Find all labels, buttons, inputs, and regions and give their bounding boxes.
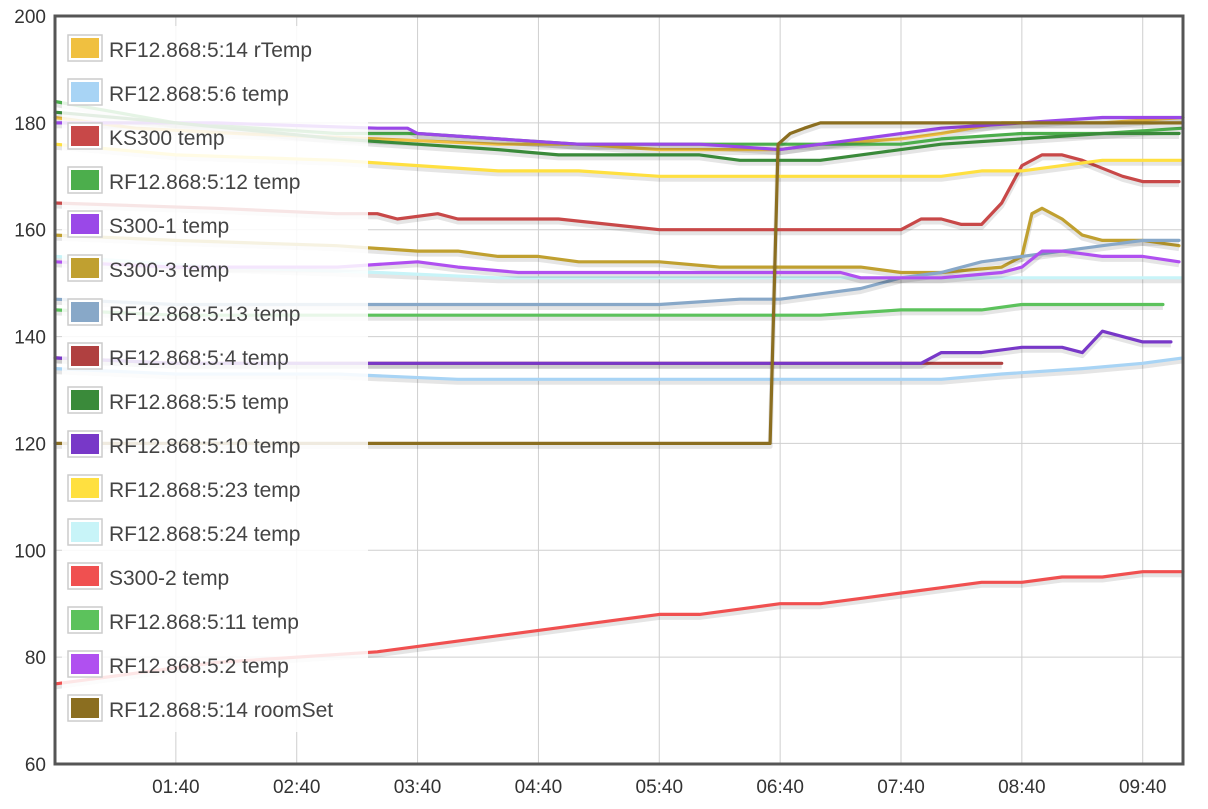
series-line xyxy=(53,153,1181,232)
x-tick-label: 08:40 xyxy=(998,777,1046,798)
series-line xyxy=(53,206,1181,275)
series-shadow xyxy=(54,251,1180,284)
legend-swatch xyxy=(71,522,99,542)
legend-item[interactable]: RF12.868:5:4 temp xyxy=(67,342,289,370)
legend-label: RF12.868:5:23 temp xyxy=(109,479,300,502)
legend-label: RF12.868:5:6 temp xyxy=(109,83,289,106)
x-tick-label: 05:40 xyxy=(636,777,684,798)
series-line xyxy=(53,238,1181,307)
legend-item[interactable]: S300-1 temp xyxy=(67,210,229,238)
series-line xyxy=(53,110,1181,162)
legend-item[interactable]: RF12.868:5:23 temp xyxy=(67,474,300,502)
y-tick-label: 200 xyxy=(14,7,46,28)
legend-item[interactable]: S300-2 temp xyxy=(67,562,229,590)
legend-label: RF12.868:5:12 temp xyxy=(109,171,300,194)
legend-swatch xyxy=(71,38,99,58)
legend-item[interactable]: RF12.868:5:14 roomSet xyxy=(67,694,333,722)
x-tick-label: 04:40 xyxy=(515,777,563,798)
x-tick-label: 06:40 xyxy=(756,777,804,798)
legend-label: S300-1 temp xyxy=(109,215,229,238)
legend-swatch xyxy=(71,390,99,410)
legend-swatch xyxy=(71,434,99,454)
series-2 xyxy=(53,153,1181,236)
legend-item[interactable]: RF12.868:5:11 temp xyxy=(67,606,299,634)
legend-swatch xyxy=(71,566,99,586)
series-line xyxy=(53,570,1185,686)
series-layer xyxy=(53,99,1185,690)
y-tick-label: 160 xyxy=(14,221,46,242)
series-5 xyxy=(53,206,1181,278)
legend-label: RF12.868:5:10 temp xyxy=(109,435,300,458)
legend-item[interactable]: S300-3 temp xyxy=(67,254,229,282)
series-8 xyxy=(53,110,1181,166)
legend-label: RF12.868:5:4 temp xyxy=(109,347,289,370)
series-12 xyxy=(53,570,1185,690)
legend-label: RF12.868:5:11 temp xyxy=(109,611,299,634)
legend-label: RF12.868:5:14 rTemp xyxy=(109,39,312,62)
legend-swatch xyxy=(71,346,99,366)
legend-label: RF12.868:5:5 temp xyxy=(109,391,289,414)
x-tick-label: 09:40 xyxy=(1119,777,1167,798)
series-9 xyxy=(53,329,1173,369)
legend-label: RF12.868:5:14 roomSet xyxy=(109,699,333,722)
y-tick-label: 60 xyxy=(25,755,46,776)
series-shadow xyxy=(54,112,1179,166)
legend-label: RF12.868:5:13 temp xyxy=(109,303,300,326)
legend-swatch xyxy=(71,82,99,102)
series-15 xyxy=(53,121,1185,449)
legend-label: S300-3 temp xyxy=(109,259,229,282)
series-shadow xyxy=(54,331,1171,369)
y-tick-label: 80 xyxy=(25,648,46,669)
legend: RF12.868:5:14 rTemp RF12.868:5:6 temp KS30… xyxy=(62,26,368,732)
legend-swatch xyxy=(71,214,99,234)
series-4 xyxy=(53,115,1185,156)
legend-item[interactable]: RF12.868:5:2 temp xyxy=(67,650,289,678)
y-tick-label: 120 xyxy=(14,434,46,455)
y-tick-label: 140 xyxy=(14,328,46,349)
series-shadow xyxy=(55,118,1183,156)
legend-label: KS300 temp xyxy=(109,127,225,150)
legend-background xyxy=(62,26,368,732)
legend-item[interactable]: RF12.868:5:12 temp xyxy=(67,166,300,194)
series-shadow xyxy=(54,144,1183,182)
x-tick-label: 02:40 xyxy=(273,777,321,798)
series-shadow xyxy=(54,155,1179,236)
legend-swatch xyxy=(71,698,99,718)
x-tick-label: 03:40 xyxy=(394,777,442,798)
legend-item[interactable]: RF12.868:5:13 temp xyxy=(67,298,300,326)
legend-swatch xyxy=(71,170,99,190)
series-line xyxy=(53,142,1185,178)
legend-swatch xyxy=(71,258,99,278)
series-line xyxy=(53,121,1185,445)
legend-item[interactable]: KS300 temp xyxy=(67,122,225,150)
series-14 xyxy=(53,249,1181,284)
series-line xyxy=(53,329,1173,365)
legend-label: S300-2 temp xyxy=(109,567,229,590)
legend-swatch xyxy=(71,478,99,498)
legend-label: RF12.868:5:2 temp xyxy=(109,655,289,678)
x-tick-label: 07:40 xyxy=(877,777,925,798)
legend-swatch xyxy=(71,654,99,674)
series-shadow xyxy=(54,208,1180,278)
legend-label: RF12.868:5:24 temp xyxy=(109,523,300,546)
x-tick-label: 01:40 xyxy=(152,777,200,798)
legend-item[interactable]: RF12.868:5:5 temp xyxy=(67,386,289,414)
series-shadow xyxy=(54,572,1183,690)
legend-swatch xyxy=(71,126,99,146)
legend-item[interactable]: RF12.868:5:14 rTemp xyxy=(67,34,312,62)
axes: 60 80 100 120 140 160 180 200 01:40 02:40 03:40 04:… xyxy=(14,7,1166,798)
series-line xyxy=(53,249,1181,280)
series-10 xyxy=(53,142,1185,182)
plot-frame xyxy=(53,14,1185,766)
y-tick-label: 180 xyxy=(14,114,46,135)
legend-item[interactable]: RF12.868:5:24 temp xyxy=(67,518,300,546)
y-tick-label: 100 xyxy=(14,541,46,562)
legend-swatch xyxy=(71,610,99,630)
series-line xyxy=(53,115,1185,152)
legend-swatch xyxy=(71,302,99,322)
legend-item[interactable]: RF12.868:5:10 temp xyxy=(67,430,300,458)
legend-item[interactable]: RF12.868:5:6 temp xyxy=(67,78,289,106)
